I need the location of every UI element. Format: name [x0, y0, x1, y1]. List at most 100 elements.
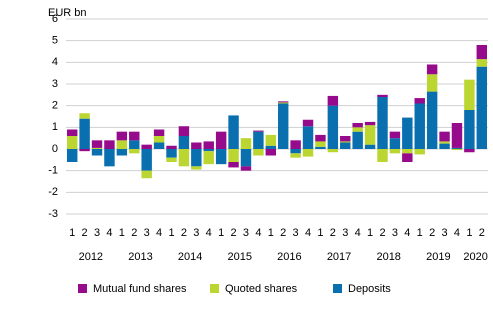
- x-tick-label: 3: [441, 227, 447, 239]
- bar-segment: [414, 149, 425, 155]
- bar-segment: [364, 144, 376, 149]
- bar-segment: [315, 141, 326, 147]
- bar-segment: [439, 141, 450, 144]
- x-tick-label: 3: [193, 227, 199, 239]
- x-tick-label: 4: [206, 227, 212, 239]
- legend-label: Mutual fund shares: [93, 283, 187, 295]
- bar-segment: [290, 140, 301, 149]
- bar-segment: [141, 170, 152, 179]
- bar-segment: [141, 149, 152, 171]
- bar-segment: [265, 145, 277, 149]
- x-tick-label: 2: [280, 227, 286, 239]
- bar-segment: [290, 149, 301, 154]
- bar-segment: [302, 126, 314, 149]
- legend-label: Quoted shares: [225, 283, 298, 295]
- bar-segment: [389, 149, 401, 154]
- bar-segment: [129, 131, 140, 141]
- bar-segment: [476, 66, 488, 149]
- x-tick-label: 3: [342, 227, 348, 239]
- bar-segment: [277, 102, 289, 104]
- bar-segment: [104, 140, 115, 149]
- bar-segment: [377, 97, 388, 149]
- bar-segment: [439, 131, 450, 142]
- bar-segment: [66, 149, 78, 162]
- bar-segment: [153, 142, 165, 149]
- bar-segment: [166, 149, 177, 158]
- bar-segment: [464, 149, 475, 153]
- bar-segment: [315, 134, 326, 142]
- x-tick-label: 2: [181, 227, 187, 239]
- bar-segment: [476, 45, 488, 60]
- legend-swatch: [333, 284, 342, 293]
- bar-segment: [377, 94, 388, 97]
- bar-segment: [327, 149, 339, 153]
- bar-segment: [79, 149, 90, 152]
- x-tick-label: 4: [106, 227, 112, 239]
- bar-segment: [166, 145, 177, 149]
- x-tick-label: 1: [168, 227, 174, 239]
- bar-segment: [253, 149, 264, 156]
- bar-segment: [451, 147, 463, 149]
- legend-label: Deposits: [348, 283, 391, 295]
- bar-segment: [277, 103, 289, 149]
- year-label: 2017: [327, 251, 351, 263]
- bar-segment: [315, 146, 326, 149]
- x-tick-label: 1: [69, 227, 75, 239]
- bar-segment: [191, 142, 202, 149]
- x-tick-label: 3: [144, 227, 150, 239]
- x-tick-label: 1: [466, 227, 472, 239]
- y-tick-label: -3: [48, 208, 58, 220]
- bar-segment: [153, 129, 165, 136]
- bar-segment: [364, 121, 376, 126]
- legend-swatch: [210, 284, 219, 293]
- bar-segment: [178, 149, 190, 167]
- x-tick-label: 1: [119, 227, 125, 239]
- year-label: 2014: [178, 251, 202, 263]
- bar-segment: [228, 115, 239, 149]
- bar-segment: [389, 131, 401, 139]
- bar-segment: [464, 79, 475, 110]
- bar-segment: [426, 74, 438, 92]
- year-label: 2013: [128, 251, 152, 263]
- year-label: 2020: [463, 251, 487, 263]
- bar-segment: [439, 143, 450, 149]
- y-tick-label: -1: [48, 165, 58, 177]
- bar-segment: [129, 140, 140, 149]
- bar-segment: [414, 103, 425, 149]
- bar-segment: [79, 113, 90, 119]
- bar-segment: [352, 127, 363, 132]
- bar-segment: [116, 131, 128, 141]
- bar-segment: [426, 64, 438, 75]
- bar-segment: [240, 138, 252, 149]
- bar-segment: [476, 59, 488, 67]
- x-tick-label: 1: [218, 227, 224, 239]
- bar-segment: [402, 149, 413, 154]
- bar-segment: [352, 131, 363, 149]
- bar-segment: [228, 149, 239, 162]
- bar-segment: [91, 147, 103, 149]
- y-tick-label: 0: [52, 143, 58, 155]
- y-tick-label: 4: [52, 56, 58, 68]
- bar-segment: [153, 136, 165, 143]
- bar-segment: [340, 141, 351, 143]
- bar-segment: [340, 142, 351, 149]
- bar-segment: [79, 118, 90, 149]
- x-tick-label: 3: [94, 227, 100, 239]
- x-tick-label: 1: [268, 227, 274, 239]
- bar-segment: [141, 144, 152, 149]
- y-tick-label: 5: [52, 35, 58, 47]
- bar-segment: [414, 98, 425, 104]
- bar-segment: [203, 141, 214, 149]
- bar-segment: [166, 157, 177, 162]
- bar-segment: [340, 136, 351, 142]
- year-label: 2015: [228, 251, 252, 263]
- x-tick-label: 3: [392, 227, 398, 239]
- bar-segment: [253, 130, 264, 132]
- x-tick-label: 4: [404, 227, 410, 239]
- x-tick-label: 4: [305, 227, 311, 239]
- bar-segment: [402, 117, 413, 149]
- x-tick-label: 2: [131, 227, 137, 239]
- x-tick-label: 2: [330, 227, 336, 239]
- bar-segment: [66, 136, 78, 149]
